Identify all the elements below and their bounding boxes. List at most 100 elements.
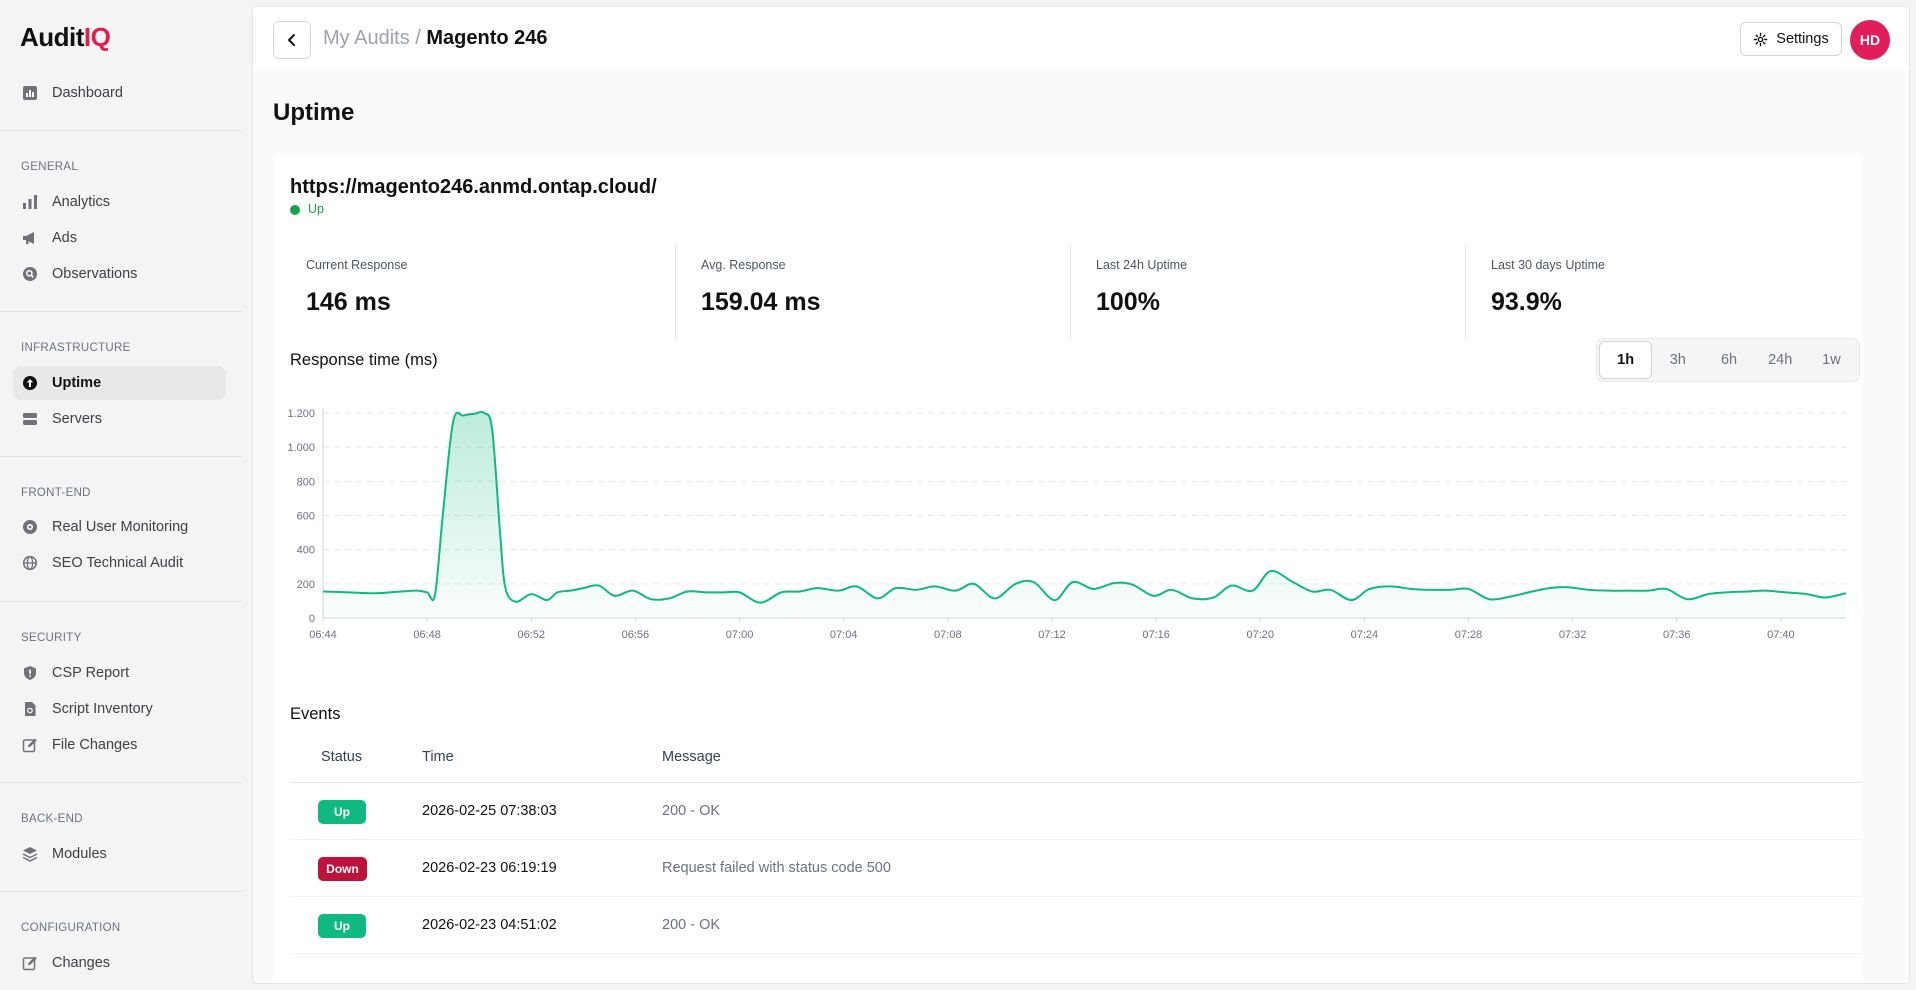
- range-1w-button[interactable]: 1w: [1822, 352, 1841, 368]
- shield-icon: [21, 664, 39, 682]
- sidebar-item-label: CSP Report: [52, 665, 130, 681]
- y-tick-label: 1.200: [287, 408, 315, 420]
- range-24h-button[interactable]: 24h: [1768, 352, 1793, 368]
- section-title-general: GENERAL: [21, 161, 79, 173]
- sidebar-item-file-changes[interactable]: File Changes: [13, 728, 226, 762]
- stat-value: 146 ms: [306, 288, 391, 316]
- sidebar-item-seo-technical-audit[interactable]: SEO Technical Audit: [13, 546, 226, 580]
- stat-avg-response: Avg. Response 159.04 ms: [701, 244, 1061, 340]
- gauge-icon: [21, 518, 39, 536]
- event-message: 200 - OK: [662, 803, 721, 819]
- breadcrumb-parent[interactable]: My Audits /: [323, 27, 421, 49]
- x-tick-label: 07:00: [726, 629, 754, 641]
- table-row: Up 2026-02-25 07:38:03 200 - OK: [290, 783, 1862, 840]
- sidebar: AuditIQ Dashboard GENERAL Analytics Ads …: [0, 0, 242, 990]
- app-logo[interactable]: AuditIQ: [20, 22, 111, 52]
- sidebar-item-changes[interactable]: Changes: [13, 946, 226, 980]
- x-tick-label: 07:16: [1142, 629, 1170, 641]
- sidebar-divider: [0, 601, 242, 602]
- layers-icon: [21, 845, 39, 863]
- stat-divider: [1070, 244, 1071, 340]
- sidebar-item-observations[interactable]: Observations: [13, 257, 226, 291]
- back-button[interactable]: [273, 21, 311, 59]
- sidebar-item-label: Real User Monitoring: [52, 519, 189, 535]
- stat-label: Current Response: [306, 258, 408, 272]
- event-time: 2026-02-23 04:51:02: [422, 917, 557, 933]
- settings-button[interactable]: Settings: [1740, 22, 1842, 56]
- range-3h-button[interactable]: 3h: [1669, 352, 1686, 368]
- sidebar-divider: [0, 130, 242, 131]
- sidebar-item-label: Modules: [52, 846, 107, 862]
- stat-divider: [1465, 244, 1466, 340]
- stat-30d-uptime: Last 30 days Uptime 93.9%: [1491, 244, 1851, 340]
- bar-chart-icon: [21, 193, 39, 211]
- sidebar-item-ads[interactable]: Ads: [13, 221, 226, 255]
- table-row: Up 2026-02-23 04:51:02 200 - OK: [290, 897, 1862, 954]
- x-tick-label: 07:04: [830, 629, 858, 641]
- sidebar-item-script-inventory[interactable]: Script Inventory: [13, 692, 226, 726]
- x-tick-label: 07:40: [1767, 629, 1795, 641]
- sidebar-divider: [0, 782, 242, 783]
- status-dot: [290, 205, 300, 215]
- event-message: 200 - OK: [662, 917, 721, 933]
- chevron-left-icon: [288, 34, 295, 46]
- sidebar-divider: [0, 891, 242, 892]
- range-1h-button[interactable]: 1h: [1599, 341, 1653, 379]
- stat-value: 100%: [1096, 288, 1160, 316]
- sidebar-item-analytics[interactable]: Analytics: [13, 185, 226, 219]
- section-title-back-end: BACK-END: [21, 813, 83, 825]
- sidebar-item-dashboard[interactable]: Dashboard: [13, 76, 226, 110]
- column-header-time: Time: [422, 749, 454, 765]
- sidebar-item-csp-report[interactable]: CSP Report: [13, 656, 226, 690]
- chart-title: Response time (ms): [290, 351, 438, 369]
- series-area: [323, 411, 1846, 618]
- breadcrumb-current: Magento 246: [426, 27, 548, 49]
- sidebar-item-label: Uptime: [52, 375, 102, 391]
- stat-label: Last 30 days Uptime: [1491, 258, 1605, 272]
- top-bar: My Audits / Magento 246 Settings HD: [253, 7, 1909, 71]
- range-6h-button[interactable]: 6h: [1720, 352, 1738, 368]
- sidebar-item-modules[interactable]: Modules: [13, 837, 226, 871]
- x-tick-label: 07:12: [1038, 629, 1066, 641]
- globe-icon: [21, 554, 39, 572]
- sidebar-item-label: Script Inventory: [52, 701, 153, 717]
- avatar[interactable]: HD: [1850, 20, 1890, 60]
- x-tick-label: 06:52: [518, 629, 546, 641]
- x-tick-label: 07:32: [1559, 629, 1587, 641]
- x-tick-label: 06:44: [309, 629, 337, 641]
- y-tick-label: 800: [297, 476, 315, 488]
- y-tick-label: 0: [309, 613, 315, 625]
- event-time: 2026-02-25 07:38:03: [422, 803, 557, 819]
- events-table: Status Time Message Up 2026-02-25 07:38:…: [290, 733, 1862, 954]
- main-panel: My Audits / Magento 246 Settings HD Upti…: [252, 6, 1910, 984]
- column-header-status: Status: [321, 749, 363, 765]
- x-tick-label: 07:20: [1246, 629, 1274, 641]
- page-title: Uptime: [273, 99, 355, 126]
- status-badge: Down: [318, 857, 367, 881]
- monitor-url: https://magento246.anmd.ontap.cloud/: [290, 176, 657, 198]
- section-title-infrastructure: INFRASTRUCTURE: [21, 342, 131, 354]
- sidebar-item-uptime[interactable]: Uptime: [13, 366, 226, 400]
- stat-label: Last 24h Uptime: [1096, 258, 1188, 272]
- y-tick-label: 200: [297, 579, 315, 591]
- y-tick-label: 400: [297, 545, 315, 557]
- sidebar-item-label: Servers: [52, 411, 102, 427]
- response-time-chart: 0 200 400 600 800 1.000 1.200 06:44 06:48 06:52 06…: [287, 408, 1847, 641]
- edit-icon: [21, 736, 39, 754]
- series-line: [322, 410, 1847, 604]
- megaphone-icon: [21, 229, 39, 247]
- sidebar-item-label: Analytics: [52, 194, 111, 210]
- table-header: Status Time Message: [290, 733, 1862, 783]
- sidebar-item-real-user-monitoring[interactable]: Real User Monitoring: [13, 510, 226, 544]
- x-tick-label: 07:08: [934, 629, 962, 641]
- x-tick-label: 06:56: [622, 629, 650, 641]
- sidebar-item-label: Observations: [52, 266, 138, 282]
- arrow-up-circle-icon: [21, 374, 39, 392]
- sidebar-item-label: File Changes: [52, 737, 138, 753]
- event-time: 2026-02-23 06:19:19: [422, 860, 557, 876]
- sidebar-item-servers[interactable]: Servers: [13, 402, 226, 436]
- server-icon: [21, 410, 39, 428]
- breadcrumb: My Audits / Magento 246: [323, 27, 548, 50]
- stat-value: 159.04 ms: [701, 288, 821, 316]
- x-tick-label: 07:24: [1351, 629, 1379, 641]
